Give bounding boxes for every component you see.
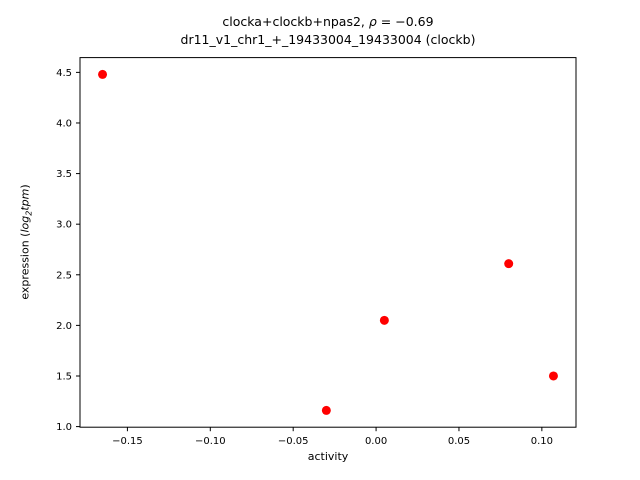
y-axis-label: expression (log2tpm) xyxy=(18,184,33,299)
y-tick-label: 4.5 xyxy=(56,68,72,79)
x-axis-label: activity xyxy=(307,450,349,463)
axes-spines xyxy=(79,57,577,428)
y-tick-label: 4.0 xyxy=(56,118,72,129)
ylabel-log: log xyxy=(18,215,32,233)
x-tick-label: −0.10 xyxy=(195,436,226,447)
chart-title-line1: clocka+clockb+npas2, ρ = −0.69 xyxy=(80,13,576,31)
ylabel-suffix: ) xyxy=(18,184,32,189)
x-tick-label: −0.05 xyxy=(278,436,309,447)
x-tick-label: 0.00 xyxy=(365,436,387,447)
title-rho-value: = −0.69 xyxy=(376,14,434,29)
chart-title-line2: dr11_v1_chr1_+_19433004_19433004 (clockb… xyxy=(180,32,476,47)
title-rho-symbol: ρ xyxy=(368,14,377,29)
y-tick-label: 2.0 xyxy=(56,321,72,332)
ylabel-prefix: expression ( xyxy=(18,232,32,300)
data-point xyxy=(548,371,558,381)
data-point xyxy=(321,405,331,415)
data-point xyxy=(98,69,108,79)
y-tick-label: 2.5 xyxy=(56,270,72,281)
title-genes-text: clocka+clockb+npas2, xyxy=(222,14,369,29)
x-tick-label: 0.05 xyxy=(448,436,470,447)
chart-title: clocka+clockb+npas2, ρ = −0.69 dr11_v1_c… xyxy=(80,13,576,49)
data-point xyxy=(504,259,514,269)
y-tick-label: 1.0 xyxy=(56,422,72,433)
x-tick-label: −0.15 xyxy=(112,436,143,447)
data-point xyxy=(379,315,389,325)
y-tick-label: 3.0 xyxy=(56,220,72,231)
y-tick-label: 1.5 xyxy=(56,371,72,382)
x-tick-label: 0.10 xyxy=(531,436,553,447)
ylabel-tpm: tpm xyxy=(18,188,32,211)
y-tick-label: 3.5 xyxy=(56,169,72,180)
ylabel-log-base: 2 xyxy=(24,210,34,216)
